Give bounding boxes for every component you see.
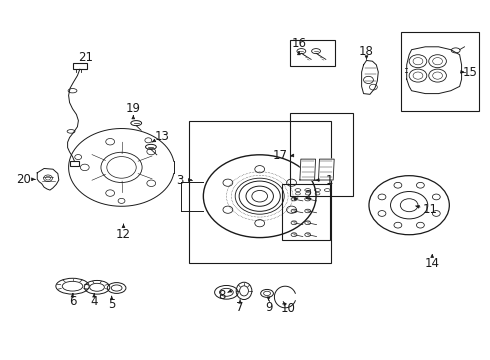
Text: 7: 7	[236, 301, 244, 314]
Text: 18: 18	[359, 45, 374, 58]
Bar	[189, 121, 331, 263]
Text: 1: 1	[325, 174, 333, 186]
Text: 13: 13	[154, 130, 169, 143]
Text: 3: 3	[176, 174, 184, 186]
Polygon shape	[318, 159, 334, 180]
Text: 14: 14	[425, 257, 440, 270]
Bar	[282, 184, 330, 240]
Text: 10: 10	[281, 302, 295, 315]
Bar	[290, 113, 353, 196]
Text: 9: 9	[265, 301, 272, 314]
Text: 4: 4	[90, 295, 98, 308]
Text: 12: 12	[116, 228, 131, 241]
Text: 11: 11	[423, 203, 438, 216]
Text: 5: 5	[108, 298, 116, 311]
Bar	[73, 63, 87, 69]
Bar	[70, 161, 79, 166]
Text: 2: 2	[304, 189, 312, 202]
Bar	[290, 40, 335, 66]
Text: 21: 21	[78, 51, 93, 64]
Text: 16: 16	[292, 37, 306, 50]
Text: 15: 15	[463, 66, 478, 78]
Bar	[401, 32, 479, 111]
Text: 6: 6	[69, 295, 76, 308]
Text: 20: 20	[16, 173, 31, 186]
Text: 17: 17	[273, 149, 288, 162]
Polygon shape	[300, 159, 316, 180]
Text: 8: 8	[218, 289, 225, 302]
Text: 19: 19	[126, 102, 141, 114]
